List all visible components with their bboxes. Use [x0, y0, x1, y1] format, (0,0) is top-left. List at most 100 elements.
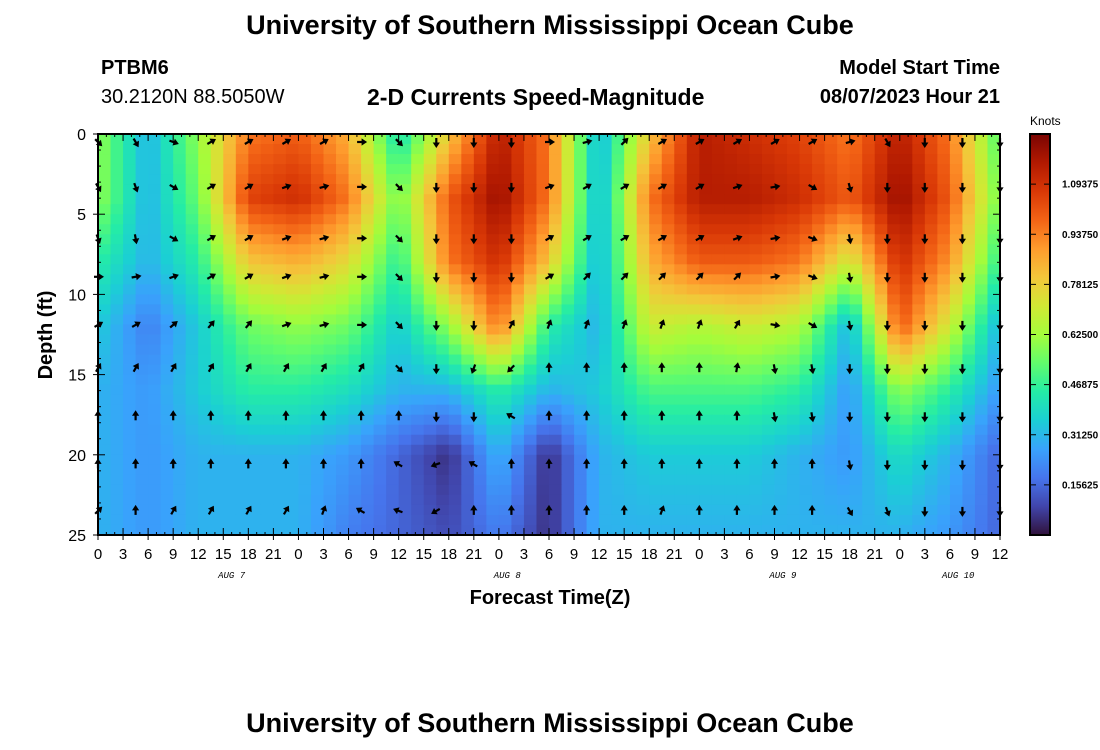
heatmap-cell — [523, 454, 538, 466]
heatmap-cell — [298, 214, 312, 225]
heatmap-cell — [761, 504, 776, 516]
heatmap-cell — [498, 494, 513, 506]
heatmap-cell — [411, 304, 425, 316]
heatmap-cell — [974, 464, 989, 476]
heatmap-cell — [248, 324, 262, 336]
heatmap-cell — [837, 464, 851, 476]
heatmap-cell — [787, 174, 801, 185]
heatmap-cell — [636, 154, 650, 165]
heatmap-cell — [498, 364, 513, 376]
heatmap-cell — [949, 194, 964, 205]
heatmap-cell — [912, 414, 926, 426]
heatmap-cell — [185, 344, 199, 356]
heatmap-cell — [273, 304, 287, 316]
heatmap-cell — [185, 264, 199, 275]
heatmap-cell — [486, 454, 500, 466]
heatmap-cell — [837, 494, 851, 506]
heatmap-cell — [849, 204, 863, 215]
heatmap-cell — [649, 434, 663, 446]
heatmap-cell — [361, 374, 375, 386]
heatmap-cell — [686, 144, 700, 155]
heatmap-cell — [812, 264, 826, 275]
heatmap-cell — [336, 324, 350, 336]
heatmap-cell — [135, 474, 149, 486]
heatmap-cell — [511, 354, 525, 366]
heatmap-cell — [987, 444, 1001, 456]
heatmap-cell — [398, 254, 412, 265]
heatmap-cell — [561, 264, 575, 275]
heatmap-cell — [498, 354, 513, 366]
heatmap-cell — [799, 164, 813, 175]
heatmap-cell — [523, 174, 538, 185]
heatmap-cell — [210, 434, 224, 446]
heatmap-cell — [173, 304, 187, 316]
heatmap-cell — [498, 304, 513, 316]
heatmap-cell — [987, 154, 1001, 165]
heatmap-cell — [549, 494, 563, 506]
current-arrow — [620, 183, 630, 190]
heatmap-cell — [285, 174, 300, 185]
heatmap-cell — [699, 134, 713, 145]
heatmap-cell — [536, 394, 550, 406]
heatmap-cell — [774, 354, 788, 366]
heatmap-cell — [298, 444, 312, 456]
heatmap-cell — [536, 364, 550, 376]
heatmap-cell — [561, 204, 575, 215]
heatmap-cell — [436, 184, 450, 195]
heatmap-cell — [924, 164, 938, 175]
heatmap-cell — [135, 514, 149, 526]
heatmap-cell — [774, 134, 788, 145]
heatmap-cell — [599, 224, 613, 235]
heatmap-cell — [298, 344, 312, 356]
heatmap-cell — [774, 294, 788, 306]
heatmap-cell — [912, 364, 926, 376]
heatmap-cell — [536, 214, 550, 225]
heatmap-cell — [135, 404, 149, 416]
heatmap-cell — [924, 344, 938, 356]
heatmap-cell — [674, 214, 688, 225]
heatmap-cell — [310, 224, 325, 235]
heatmap-cell — [937, 334, 951, 346]
heatmap-cell — [624, 264, 638, 275]
heatmap-cell — [223, 514, 237, 526]
heatmap-cell — [536, 294, 550, 306]
heatmap-cell — [248, 344, 262, 356]
heatmap-cell — [849, 354, 863, 366]
heatmap-cell — [611, 324, 625, 336]
heatmap-cell — [461, 394, 475, 406]
heatmap-cell — [98, 504, 112, 516]
heatmap-cell — [185, 144, 199, 155]
heatmap-cell — [373, 394, 387, 406]
heatmap-cell — [661, 324, 675, 336]
heatmap-cell — [536, 244, 550, 255]
heatmap-cell — [962, 164, 976, 175]
heatmap-cell — [536, 324, 550, 336]
heatmap-cell — [123, 164, 137, 175]
heatmap-cell — [774, 424, 788, 436]
heatmap-cell — [849, 424, 863, 436]
heatmap-cell — [849, 394, 863, 406]
heatmap-cell — [661, 134, 675, 145]
heatmap-cell — [473, 184, 487, 195]
heatmap-cell — [423, 324, 437, 336]
heatmap-cell — [285, 224, 300, 235]
heatmap-cell — [223, 484, 237, 496]
heatmap-cell — [949, 144, 964, 155]
heatmap-cell — [173, 204, 187, 215]
heatmap-cell — [135, 344, 149, 356]
heatmap-cell — [586, 174, 600, 185]
heatmap-cell — [887, 394, 901, 406]
heatmap-cell — [135, 484, 149, 496]
heatmap-cell — [398, 184, 412, 195]
heatmap-cell — [561, 304, 575, 316]
heatmap-cell — [148, 134, 162, 145]
heatmap-cell — [398, 284, 412, 295]
heatmap-cell — [624, 164, 638, 175]
heatmap-cell — [336, 424, 350, 436]
heatmap-cell — [336, 524, 350, 536]
heatmap-cell — [874, 154, 888, 165]
heatmap-cell — [536, 254, 550, 265]
heatmap-cell — [173, 344, 187, 356]
heatmap-cell — [924, 194, 938, 205]
heatmap-cell — [974, 244, 989, 255]
